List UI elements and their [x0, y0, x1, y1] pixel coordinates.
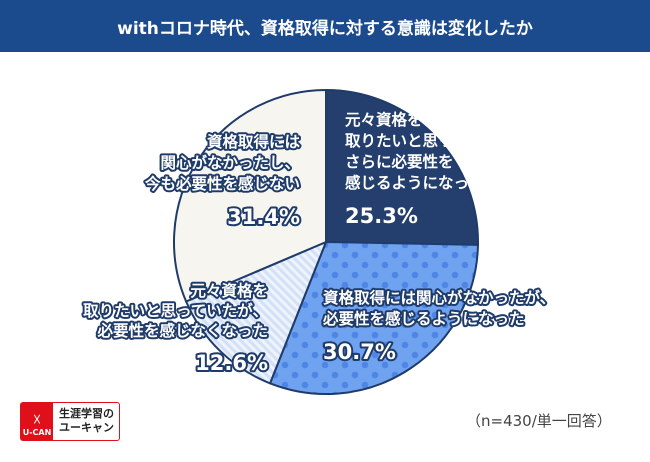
chart-title: withコロナ時代、資格取得に対する意識は変化したか — [0, 0, 650, 52]
logo-line-1: 生涯学習の — [59, 407, 114, 420]
slice-label-3-line-1: 元々資格を — [190, 281, 268, 300]
slice-label-3-line-3: 必要性を感じなくなった — [96, 321, 268, 340]
slice-label-1-line-2: 取りたいと思っていたが、 — [345, 131, 530, 150]
pie-slice-3 — [184, 240, 328, 385]
pie-slice-4 — [173, 88, 327, 303]
slice-value-label-2: 30.7% — [323, 340, 396, 364]
pie-slice-1 — [325, 88, 479, 246]
slice-label-1-line-1: 元々資格を — [345, 110, 423, 129]
ucan-logo: ☓ U-CAN 生涯学習の ユーキャン — [20, 402, 120, 441]
slice-value-label-1: 25.3% — [345, 204, 418, 228]
logo-line-2: ユーキャン — [59, 421, 114, 434]
pie-chart: 元々資格を取りたいと思っていたが、さらに必要性を感じるようになった25.3%資格… — [81, 88, 557, 395]
slice-label-1-line-4: 感じるようになった — [345, 173, 485, 192]
slice-label-2-line-2: 必要性を感じるようになった — [322, 309, 525, 328]
slice-label-4-line-1: 資格取得には — [207, 132, 301, 151]
slice-label-1-line-3: さらに必要性を — [345, 152, 454, 171]
logo-mark-text: U-CAN — [22, 428, 52, 437]
pie-slice-2 — [268, 240, 479, 395]
slice-value-label-4: 31.4% — [227, 205, 300, 229]
slice-label-4-line-2: 関心がなかったし、 — [160, 153, 300, 172]
slice-label-4-line-3: 今も必要性を感じない — [145, 174, 300, 193]
slice-label-2-line-1: 資格取得には関心がなかったが、 — [323, 288, 555, 307]
sample-note: （n=430/単一回答） — [466, 412, 612, 430]
slice-label-3-line-2: 取りたいと思っていたが、 — [83, 301, 268, 320]
slice-value-label-3: 12.6% — [195, 351, 268, 375]
ucan-mark-icon: ☓ U-CAN — [21, 403, 53, 440]
